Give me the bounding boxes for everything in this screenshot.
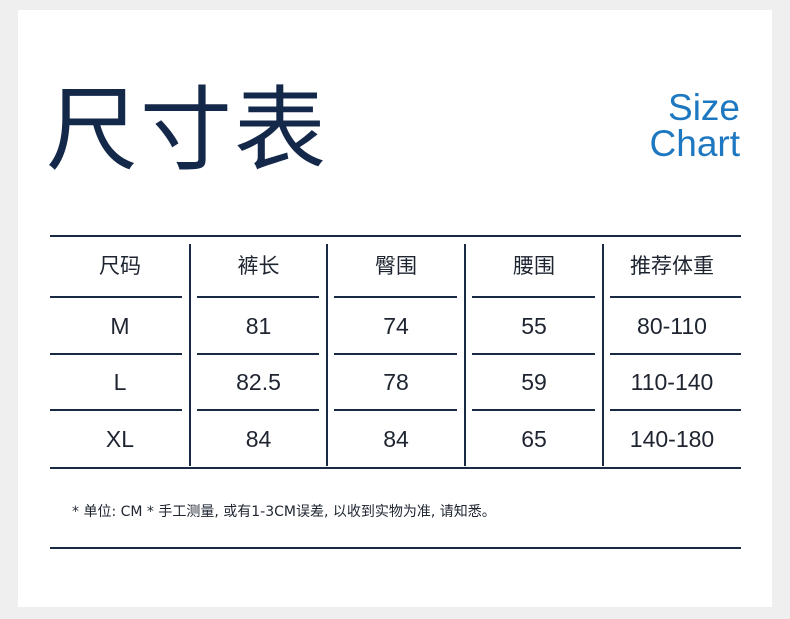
row-divider [610, 296, 741, 298]
row-divider [197, 353, 319, 355]
column-divider [602, 244, 604, 466]
size-chart-card [18, 10, 772, 607]
row-divider [472, 353, 595, 355]
table-cell: 84 [383, 426, 409, 452]
table-cell: 74 [383, 312, 409, 339]
table-cell: 84 [245, 426, 272, 452]
row-divider [50, 296, 182, 298]
column-header: 裤长 [237, 254, 280, 278]
table-cell: 65 [521, 426, 547, 452]
bottom-divider [50, 547, 741, 549]
table-cell: L [113, 369, 127, 395]
table-cell: 81 [245, 312, 272, 339]
row-divider [334, 409, 457, 411]
page-title: 尺寸表 [46, 77, 329, 184]
row-divider [610, 409, 741, 411]
column-divider [189, 244, 191, 466]
column-divider [464, 244, 466, 466]
row-divider [197, 409, 319, 411]
english-title-line2: Chart [649, 123, 740, 164]
row-divider [50, 353, 182, 355]
table-cell: 80-110 [637, 312, 707, 339]
table-bottom-border [50, 467, 741, 469]
row-divider [472, 409, 595, 411]
column-header: 腰围 [513, 254, 555, 278]
row-divider [334, 353, 457, 355]
column-header: 推荐体重 [630, 254, 714, 278]
row-divider [50, 409, 182, 411]
row-divider [472, 296, 595, 298]
column-header: 尺码 [99, 254, 141, 278]
row-divider [334, 296, 457, 298]
table-cell: 55 [521, 312, 547, 339]
table-cell: 110-140 [630, 369, 714, 395]
table-cell: 59 [521, 369, 547, 395]
table-cell: XL [105, 426, 135, 452]
table-cell: 82.5 [236, 369, 281, 395]
footnote: * 单位: CM * 手工测量, 或有1-3CM误差, 以收到实物为准, 请知悉… [72, 504, 496, 520]
table-cell: M [110, 312, 130, 339]
english-title-line1: Size [668, 87, 740, 128]
english-title: Size Chart [649, 87, 740, 164]
column-divider [326, 244, 328, 466]
table-cell: 140-180 [629, 426, 715, 452]
table-cell: 78 [383, 369, 409, 395]
row-divider [610, 353, 741, 355]
column-header: 臀围 [375, 254, 417, 278]
row-divider [197, 296, 319, 298]
table-top-border [50, 235, 741, 237]
